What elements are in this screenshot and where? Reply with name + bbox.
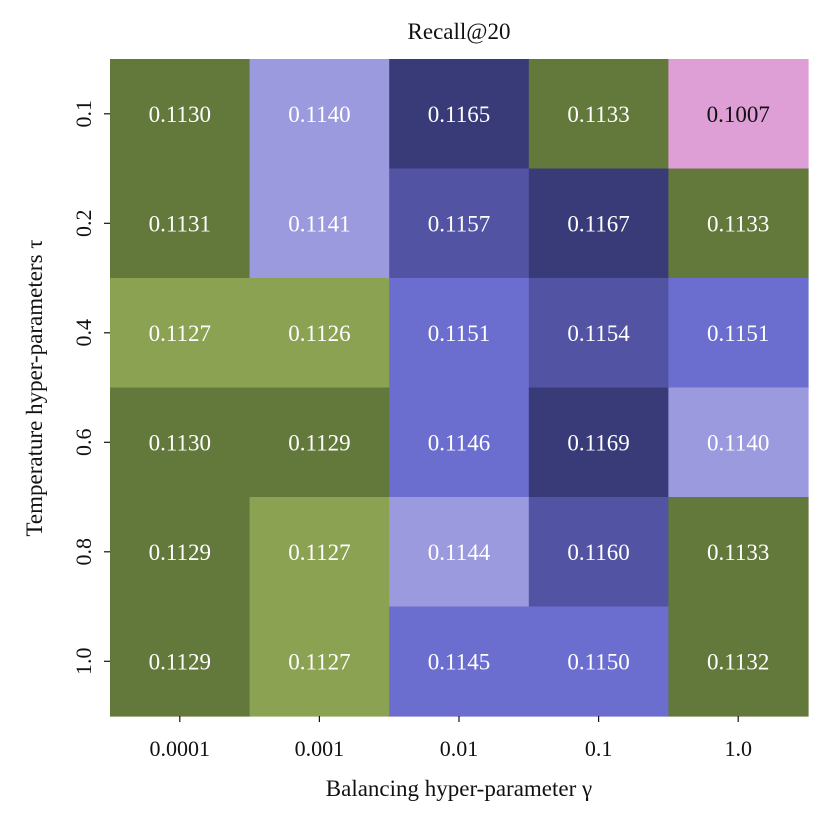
heatmap-cell-label: 0.1133	[707, 540, 769, 565]
heatmap-cell-label: 0.1129	[149, 540, 211, 565]
heatmap-cell	[110, 168, 251, 279]
heatmap-cell-label: 0.1140	[707, 430, 769, 455]
heatmap-cell	[249, 606, 390, 717]
heatmap-cell-label: 0.1129	[149, 649, 211, 674]
heatmap-cell	[528, 606, 669, 717]
heatmap-cell-label: 0.1151	[707, 321, 769, 346]
heatmap-cell	[528, 168, 669, 279]
heatmap-cell-label: 0.1133	[567, 102, 629, 127]
heatmap-cell-label: 0.1157	[428, 211, 490, 236]
heatmap-cell	[110, 387, 251, 498]
heatmap-cell	[528, 278, 669, 389]
heatmap-cell	[110, 606, 251, 717]
heatmap-cell-label: 0.1146	[428, 430, 490, 455]
x-tick-label: 0.001	[295, 736, 345, 761]
heatmap-cell	[668, 387, 809, 498]
heatmap-cell	[668, 59, 809, 170]
heatmap-cell-label: 0.1129	[288, 430, 350, 455]
heatmap-cell-label: 0.1133	[707, 211, 769, 236]
x-tick-label: 0.1	[585, 736, 613, 761]
heatmap-cell	[389, 278, 530, 389]
y-axis-ticks: 0.1 0.2 0.4 0.6 0.8 1.0	[71, 100, 110, 675]
heatmap-cell-label: 0.1140	[288, 102, 350, 127]
y-tick-label: 1.0	[71, 648, 96, 676]
heatmap-cell-label: 0.1130	[149, 430, 211, 455]
x-tick-label: 0.0001	[150, 736, 211, 761]
chart-title: Recall@20	[408, 19, 511, 44]
heatmap-cell	[528, 59, 669, 170]
heatmap-cell	[249, 278, 390, 389]
y-tick-label: 0.6	[71, 429, 96, 457]
heatmap-cell-label: 0.1160	[567, 540, 629, 565]
heatmap-cell	[249, 59, 390, 170]
x-tick-label: 1.0	[724, 736, 752, 761]
y-tick-label: 0.2	[71, 210, 96, 238]
heatmap-cell-label: 0.1126	[288, 321, 350, 346]
heatmap-cell	[249, 387, 390, 498]
heatmap-cell	[389, 168, 530, 279]
y-tick-label: 0.8	[71, 538, 96, 566]
x-tick-label: 0.01	[440, 736, 479, 761]
heatmap-cell-label: 0.1141	[288, 211, 350, 236]
heatmap-cell-label: 0.1132	[707, 649, 769, 674]
heatmap-cell	[668, 606, 809, 717]
heatmap-cell-label: 0.1145	[428, 649, 490, 674]
heatmap-cell-label: 0.1127	[288, 649, 350, 674]
y-axis-title: Temperature hyper-parameters τ	[22, 239, 47, 536]
heatmap-cell-label: 0.1151	[428, 321, 490, 346]
heatmap-cell	[668, 168, 809, 279]
x-axis-ticks: 0.0001 0.001 0.01 0.1 1.0	[150, 716, 752, 761]
heatmap-cell	[389, 606, 530, 717]
heatmap-cell	[528, 387, 669, 498]
heatmap-cells: 0.1130 0.1140 0.1165 0.1133 0.1007 0.1131 0.11…	[110, 59, 809, 717]
heatmap-cell-label: 0.1169	[567, 430, 629, 455]
heatmap-cell-label: 0.1154	[567, 321, 630, 346]
heatmap-cell	[110, 59, 251, 170]
heatmap-cell-label: 0.1144	[428, 540, 491, 565]
heatmap-cell	[110, 278, 251, 389]
heatmap-cell-label: 0.1127	[288, 540, 350, 565]
heatmap-cell-label: 0.1167	[567, 211, 629, 236]
heatmap-cell-label: 0.1130	[149, 102, 211, 127]
heatmap-cell	[110, 497, 251, 608]
y-tick-label: 0.4	[71, 319, 96, 347]
heatmap-cell	[389, 387, 530, 498]
heatmap-cell	[668, 497, 809, 608]
heatmap-cell	[389, 497, 530, 608]
heatmap-cell-label: 0.1127	[149, 321, 211, 346]
heatmap-cell	[389, 59, 530, 170]
heatmap-cell-label: 0.1131	[149, 211, 211, 236]
y-tick-label: 0.1	[71, 100, 96, 128]
heatmap-cell	[249, 168, 390, 279]
heatmap-cell-label: 0.1150	[567, 649, 629, 674]
heatmap-cell-label: 0.1007	[707, 102, 770, 127]
heatmap-cell	[249, 497, 390, 608]
heatmap-cell-label: 0.1165	[428, 102, 490, 127]
heatmap-cell	[668, 278, 809, 389]
heatmap-cell	[528, 497, 669, 608]
x-axis-title: Balancing hyper-parameter γ	[326, 776, 592, 801]
